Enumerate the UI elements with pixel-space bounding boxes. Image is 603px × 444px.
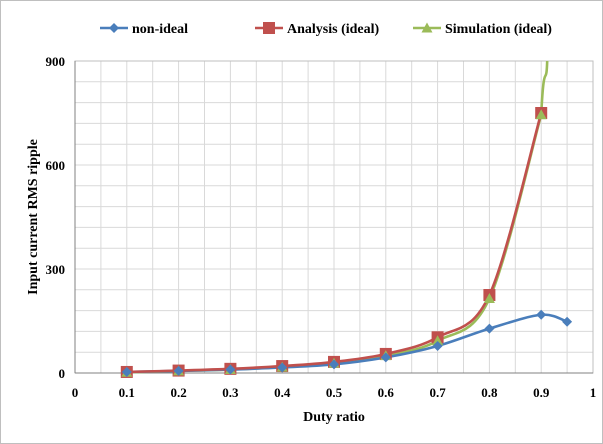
- x-tick-label: 0.1: [119, 385, 135, 400]
- legend-label-non-ideal: non-ideal: [132, 22, 188, 37]
- x-tick-label: 0.2: [170, 385, 186, 400]
- data-point-non-ideal: [432, 340, 443, 351]
- axes: 0 0.1 0.2 0.3 0.4 0.5 0.6 0.7 0.8 0.9 1 0 300 600 900: [46, 54, 597, 400]
- y-tick-label: 0: [59, 366, 66, 381]
- series-lines: [126, 60, 568, 374]
- legend-label-simulation-ideal: Simulation (ideal): [445, 22, 552, 37]
- x-axis-title: Duty ratio: [303, 410, 365, 425]
- series-line-non-ideal: [126, 313, 568, 374]
- x-tick-label: 0.7: [429, 385, 446, 400]
- legend-label-analysis-ideal: Analysis (ideal): [287, 22, 380, 37]
- legend-marker-simulation-ideal: [421, 22, 433, 33]
- x-tick-label: 1: [590, 385, 597, 400]
- x-tick-label: 0: [72, 385, 79, 400]
- y-tick-label: 600: [46, 158, 66, 173]
- legend-marker-non-ideal: [109, 23, 119, 33]
- series-line-simulation-ideal: [126, 60, 549, 374]
- data-point-non-ideal: [536, 309, 547, 320]
- y-tick-label: 300: [46, 262, 66, 277]
- data-point-non-ideal: [484, 323, 495, 334]
- data-point-non-ideal: [225, 364, 236, 375]
- data-point-simulation-ideal: [483, 292, 495, 303]
- y-axis-title: Input current RMS ripple: [26, 139, 41, 295]
- data-point-simulation-ideal: [432, 335, 444, 346]
- data-point-non-ideal: [121, 366, 132, 377]
- data-point-non-ideal: [277, 362, 288, 373]
- y-tick-label: 900: [46, 54, 66, 69]
- x-tick-label: 0.9: [533, 385, 550, 400]
- data-point-non-ideal: [380, 352, 391, 363]
- legend-marker-analysis-ideal: [263, 22, 275, 34]
- x-tick-label: 0.3: [222, 385, 239, 400]
- x-tick-label: 0.4: [274, 385, 291, 400]
- legend: non-ideal Analysis (ideal) Simulation (ide…: [100, 22, 552, 37]
- series-markers: [120, 107, 573, 378]
- x-tick-label: 0.6: [378, 385, 395, 400]
- data-point-non-ideal: [562, 316, 573, 327]
- x-tick-label: 0.5: [326, 385, 343, 400]
- data-point-non-ideal: [173, 365, 184, 376]
- data-point-non-ideal: [329, 359, 339, 370]
- x-tick-label: 0.8: [481, 385, 498, 400]
- data-point-simulation-ideal: [535, 109, 547, 120]
